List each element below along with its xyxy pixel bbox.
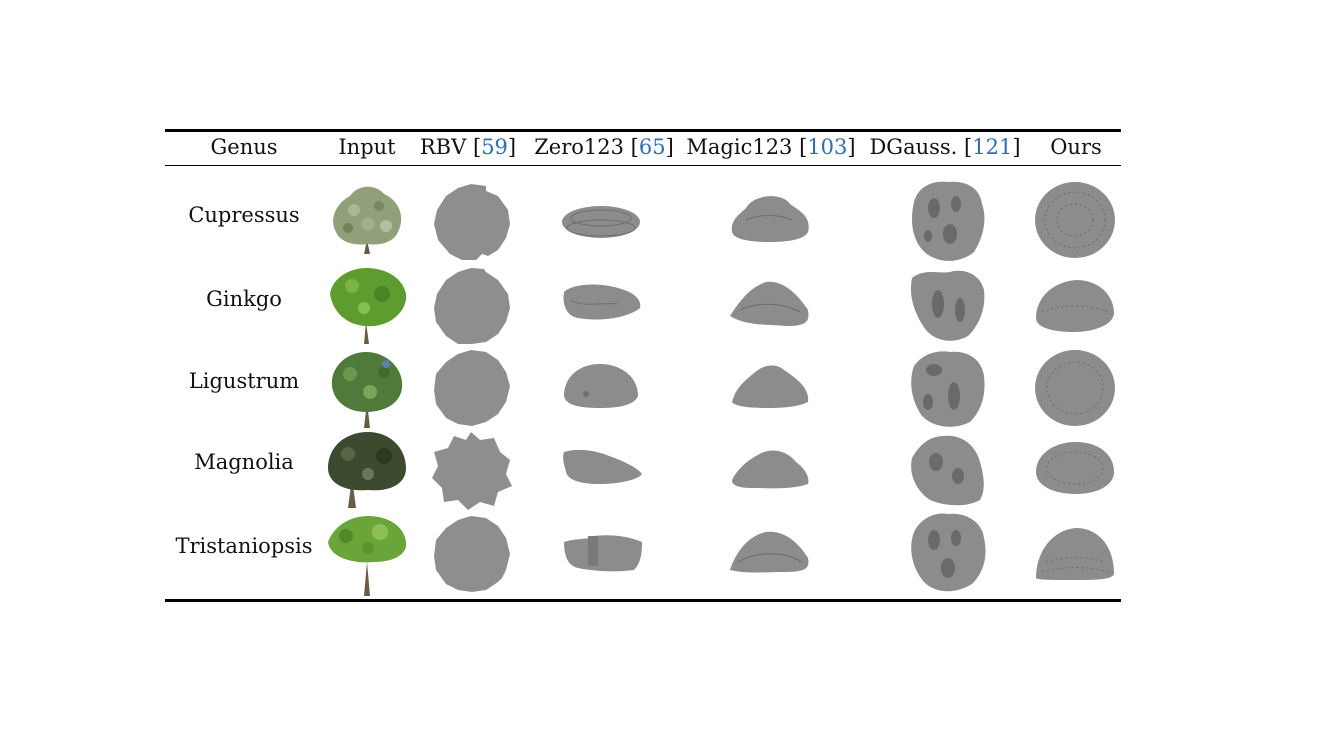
- header-zero123: Zero123 [65]: [530, 133, 678, 161]
- citation-link[interactable]: 103: [807, 135, 848, 159]
- zero123-result-ligustrum: [558, 346, 644, 430]
- header-rbv-label: RBV: [419, 135, 467, 159]
- zero123-result-ginkgo: [558, 264, 644, 348]
- input-photo-magnolia: [324, 428, 410, 512]
- header-ours: Ours: [1040, 133, 1112, 161]
- magic123-result-cupressus: [726, 180, 812, 264]
- citation-link[interactable]: 121: [972, 135, 1013, 159]
- citation-link[interactable]: 65: [638, 135, 666, 159]
- input-photo-ligustrum: [324, 346, 410, 430]
- input-photo-cupressus: [324, 180, 410, 264]
- dgauss-result-cupressus: [904, 178, 990, 262]
- rbv-result-cupressus: [428, 180, 514, 264]
- dgauss-result-ginkgo: [904, 264, 990, 348]
- header-rbv-citation: [59]: [472, 135, 517, 159]
- genus-label: Magnolia: [194, 450, 294, 474]
- dgauss-result-tristaniopsis: [904, 510, 990, 594]
- zero123-result-cupressus: [558, 180, 644, 264]
- magic123-result-magnolia: [726, 428, 812, 512]
- rbv-result-ligustrum: [428, 346, 514, 430]
- zero123-result-tristaniopsis: [558, 512, 644, 596]
- zero123-result-magnolia: [558, 428, 644, 512]
- ours-result-magnolia: [1032, 428, 1118, 512]
- genus-label: Ginkgo: [206, 287, 282, 311]
- magic123-result-tristaniopsis: [726, 512, 812, 596]
- header-dgauss-citation: [121]: [964, 135, 1021, 159]
- header-magic123: Magic123 [103]: [682, 133, 860, 161]
- input-photo-tristaniopsis: [324, 512, 410, 596]
- genus-label: Tristaniopsis: [175, 534, 313, 558]
- input-photo-ginkgo: [324, 264, 410, 348]
- header-genus-label: Genus: [210, 135, 278, 159]
- header-magic123-label: Magic123: [686, 135, 793, 159]
- ours-result-ginkgo: [1032, 264, 1118, 348]
- header-zero123-citation: [65]: [630, 135, 674, 159]
- ours-result-ligustrum: [1032, 346, 1118, 430]
- genus-label: Ligustrum: [188, 369, 300, 393]
- genus-label: Cupressus: [188, 203, 300, 227]
- table-header-rule: [165, 165, 1121, 166]
- header-rbv: RBV [59]: [412, 133, 524, 161]
- header-dgauss-label: DGauss.: [869, 135, 958, 159]
- header-magic123-citation: [103]: [799, 135, 856, 159]
- dgauss-result-magnolia: [904, 428, 990, 512]
- header-genus: Genus: [200, 133, 288, 161]
- rbv-result-magnolia: [428, 428, 514, 512]
- dgauss-result-ligustrum: [904, 346, 990, 430]
- rbv-result-ginkgo: [428, 264, 514, 348]
- header-input: Input: [330, 133, 404, 161]
- rbv-result-tristaniopsis: [428, 512, 514, 596]
- magic123-result-ligustrum: [726, 346, 812, 430]
- magic123-result-ginkgo: [726, 264, 812, 348]
- table-top-rule: [165, 129, 1121, 132]
- ours-result-tristaniopsis: [1032, 512, 1118, 596]
- header-input-label: Input: [338, 135, 396, 159]
- ours-result-cupressus: [1032, 178, 1118, 262]
- citation-link[interactable]: 59: [481, 135, 508, 159]
- header-ours-label: Ours: [1050, 135, 1102, 159]
- table-bottom-rule: [165, 599, 1121, 602]
- header-zero123-label: Zero123: [534, 135, 624, 159]
- header-dgauss: DGauss. [121]: [862, 133, 1028, 161]
